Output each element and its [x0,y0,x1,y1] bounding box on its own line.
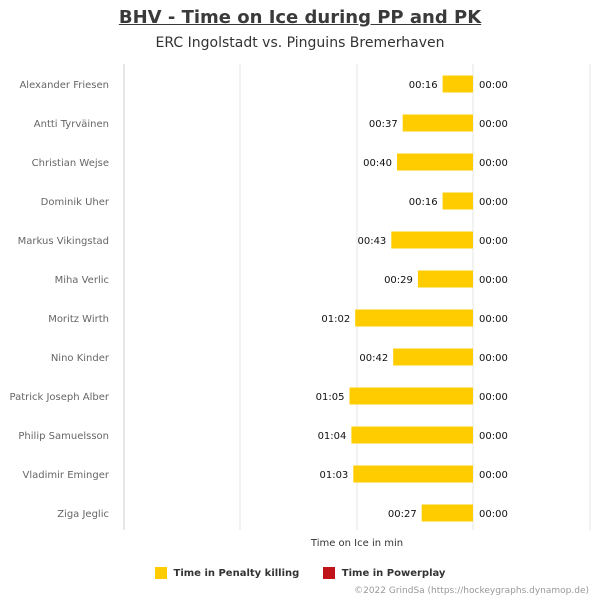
category-label: Patrick Joseph Alber [9,392,109,403]
bar-chart: Alexander Friesen 00:16 00:00 Antti Tyrväin… [9,64,591,549]
category-label: Vladimir Eminger [23,470,110,481]
pk-data-label: 01:03 [319,470,348,481]
legend-item-pp[interactable]: Time in Powerplay [322,567,446,579]
pp-data-label: 00:00 [479,119,508,130]
pk-bar [355,309,473,327]
legend-swatch-pp [322,567,335,579]
pk-bar [402,114,473,132]
legend-label-pp: Time in Powerplay [341,567,446,579]
category-label: Miha Verlic [55,275,109,286]
pp-data-label: 00:00 [479,197,508,208]
pk-bar [442,75,473,93]
pk-bar [397,153,473,171]
pk-bar [421,504,473,522]
pp-data-label: 00:00 [479,236,508,247]
pp-data-label: 00:00 [479,80,508,91]
credit-text: ©2022 GrindSa (https://hockeygraphs.dyna… [354,586,589,596]
pk-data-label: 00:16 [409,197,438,208]
pk-data-label: 00:43 [357,236,386,247]
pk-data-label: 00:40 [363,158,392,169]
category-label: Markus Vikingstad [18,236,109,247]
category-label: Nino Kinder [51,353,110,364]
pp-data-label: 00:00 [479,158,508,169]
pp-data-label: 00:00 [479,470,508,481]
pk-bar [391,231,473,249]
legend: Time in Penalty killing Time in Powerpla… [0,567,600,582]
pk-bar [393,348,473,366]
pk-bar [353,465,473,483]
pk-data-label: 00:27 [388,509,417,520]
pp-data-label: 00:00 [479,353,508,364]
pk-data-label: 00:29 [384,275,413,286]
legend-label-pk: Time in Penalty killing [173,567,300,579]
pk-data-label: 00:42 [359,353,388,364]
category-label: Christian Wejse [32,158,109,169]
chart-title: BHV - Time on Ice during PP and PK [118,7,482,28]
chart-subtitle: ERC Ingolstadt vs. Pinguins Bremerhaven [155,35,445,51]
pk-bar [417,270,473,288]
pp-data-label: 00:00 [479,314,508,325]
pp-data-label: 00:00 [479,392,508,403]
pk-bar [351,426,473,444]
category-label: Moritz Wirth [48,314,109,325]
pp-data-label: 00:00 [479,431,508,442]
category-label: Alexander Friesen [19,80,109,91]
category-label: Ziga Jeglic [57,509,109,520]
legend-swatch-pk [154,567,167,579]
category-label: Antti Tyrväinen [34,119,109,130]
pk-bar [349,387,473,405]
pk-data-label: 01:02 [321,314,350,325]
pk-data-label: 01:05 [316,392,345,403]
category-label: Dominik Uher [41,197,110,208]
legend-item-pk[interactable]: Time in Penalty killing [154,567,300,579]
category-label: Philip Samuelsson [18,431,109,442]
pk-bar [442,192,473,210]
pk-data-label: 00:16 [409,80,438,91]
pp-data-label: 00:00 [479,509,508,520]
pp-data-label: 00:00 [479,275,508,286]
pk-data-label: 01:04 [318,431,347,442]
pk-data-label: 00:37 [369,119,398,130]
x-axis-label: Time on Ice in min [310,538,403,549]
